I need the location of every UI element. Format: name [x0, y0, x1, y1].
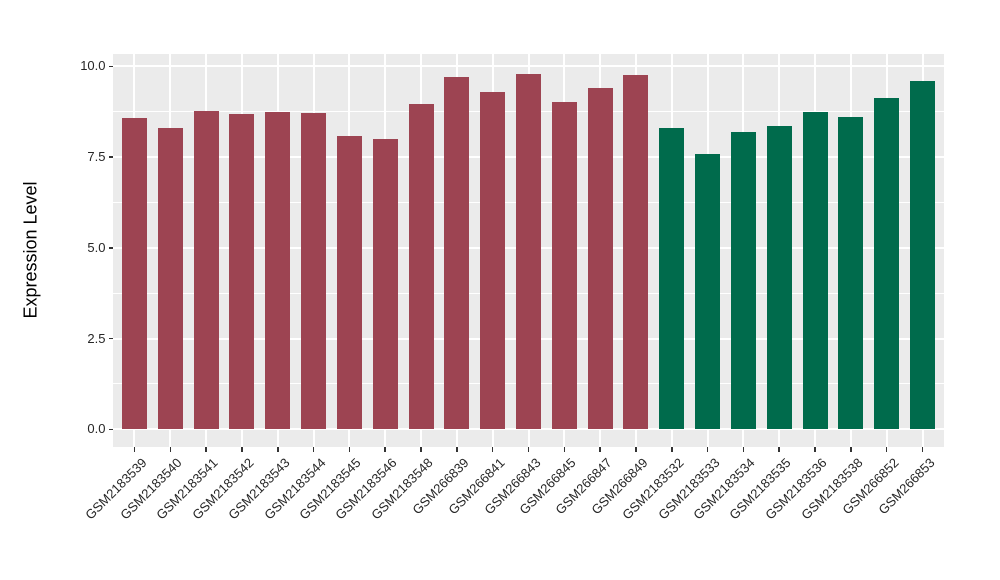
bar-GSM2183533: [695, 153, 721, 430]
y-tick-mark: [108, 337, 113, 340]
x-tick-mark: [850, 447, 852, 452]
x-tick-mark: [527, 447, 530, 452]
bar-GSM2183541: [193, 110, 219, 430]
y-gridline-major: [113, 65, 944, 68]
bar-GSM2183532: [659, 127, 685, 430]
x-tick-mark: [491, 447, 494, 452]
y-tick-mark: [108, 428, 113, 431]
bar-GSM266841: [480, 91, 506, 430]
bar-GSM2183542: [229, 113, 255, 430]
bar-GSM2183534: [730, 131, 756, 430]
y-tick-label: 10.0: [80, 58, 106, 74]
bar-GSM2183546: [372, 138, 398, 430]
x-tick-mark: [742, 447, 745, 452]
bar-GSM2183536: [802, 112, 828, 430]
bar-GSM2183545: [336, 135, 362, 430]
plot-panel: [113, 54, 944, 447]
x-tick-mark: [778, 447, 780, 452]
bar-GSM2183543: [265, 112, 291, 430]
bar-GSM266852: [874, 98, 900, 430]
x-tick-mark: [241, 447, 243, 452]
bar-GSM2183548: [408, 104, 434, 430]
bar-GSM266847: [587, 87, 613, 430]
bar-GSM2183535: [766, 125, 792, 430]
bar-GSM266843: [516, 73, 541, 430]
x-tick-mark: [420, 447, 422, 452]
x-tick-mark: [456, 447, 458, 452]
x-tick-mark: [312, 447, 315, 452]
x-tick-mark: [348, 447, 351, 452]
bar-GSM266845: [551, 101, 577, 430]
bar-GSM2183538: [838, 116, 864, 430]
x-tick-mark: [635, 447, 637, 452]
y-tick-mark: [108, 65, 113, 68]
y-tick-label: 5.0: [87, 239, 106, 255]
y-gridline-major: [113, 428, 944, 431]
bar-GSM2183540: [157, 127, 183, 430]
bar-GSM2183539: [121, 118, 147, 430]
bar-GSM2183544: [301, 113, 327, 430]
y-tick-mark: [108, 247, 113, 249]
x-tick-mark: [671, 447, 673, 452]
x-tick-mark: [384, 447, 386, 452]
bar-GSM266849: [623, 75, 649, 430]
x-tick-mark: [814, 447, 816, 452]
x-tick-mark: [277, 447, 279, 452]
y-tick-label: 0.0: [87, 421, 106, 437]
y-tick-label: 7.5: [87, 149, 106, 165]
x-tick-mark: [563, 447, 566, 452]
x-tick-mark: [205, 447, 207, 452]
x-tick-mark: [706, 447, 709, 452]
x-tick-mark: [599, 447, 601, 452]
y-tick-label: 2.5: [87, 330, 106, 346]
y-axis-title: Expression Level: [20, 181, 41, 319]
bar-GSM266853: [910, 80, 935, 430]
bar-GSM266839: [444, 76, 470, 430]
x-tick-mark: [921, 447, 924, 452]
y-tick-mark: [108, 156, 113, 158]
x-tick-mark: [169, 447, 172, 452]
x-tick-mark: [133, 447, 136, 452]
x-tick-mark: [885, 447, 888, 452]
